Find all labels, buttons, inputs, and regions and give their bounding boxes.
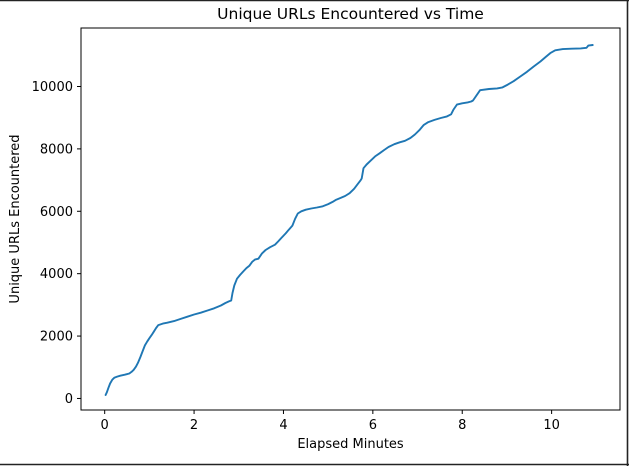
y-tick-label: 10000	[32, 80, 73, 95]
x-tick-label: 0	[101, 418, 109, 433]
y-axis-ticks: 0 2000 4000 6000 8000 10000	[32, 80, 81, 407]
x-tick-label: 2	[190, 418, 198, 433]
y-tick-label: 8000	[40, 142, 73, 157]
x-axis-ticks: 0 2 4 6 8 10	[101, 410, 560, 433]
y-tick-label: 6000	[40, 205, 73, 220]
y-axis-label: Unique URLs Encountered	[8, 134, 23, 303]
y-tick-label: 0	[65, 392, 73, 407]
x-tick-label: 8	[458, 418, 466, 433]
x-tick-label: 10	[543, 418, 560, 433]
plot-area-border	[80, 27, 621, 411]
y-tick-label: 4000	[40, 267, 73, 282]
x-tick-label: 4	[279, 418, 287, 433]
x-axis-label: Elapsed Minutes	[297, 437, 404, 452]
chart-title: Unique URLs Encountered vs Time	[217, 5, 484, 23]
x-tick-label: 6	[369, 418, 377, 433]
data-line-unique-urls	[104, 44, 594, 396]
y-tick-label: 2000	[40, 330, 73, 345]
